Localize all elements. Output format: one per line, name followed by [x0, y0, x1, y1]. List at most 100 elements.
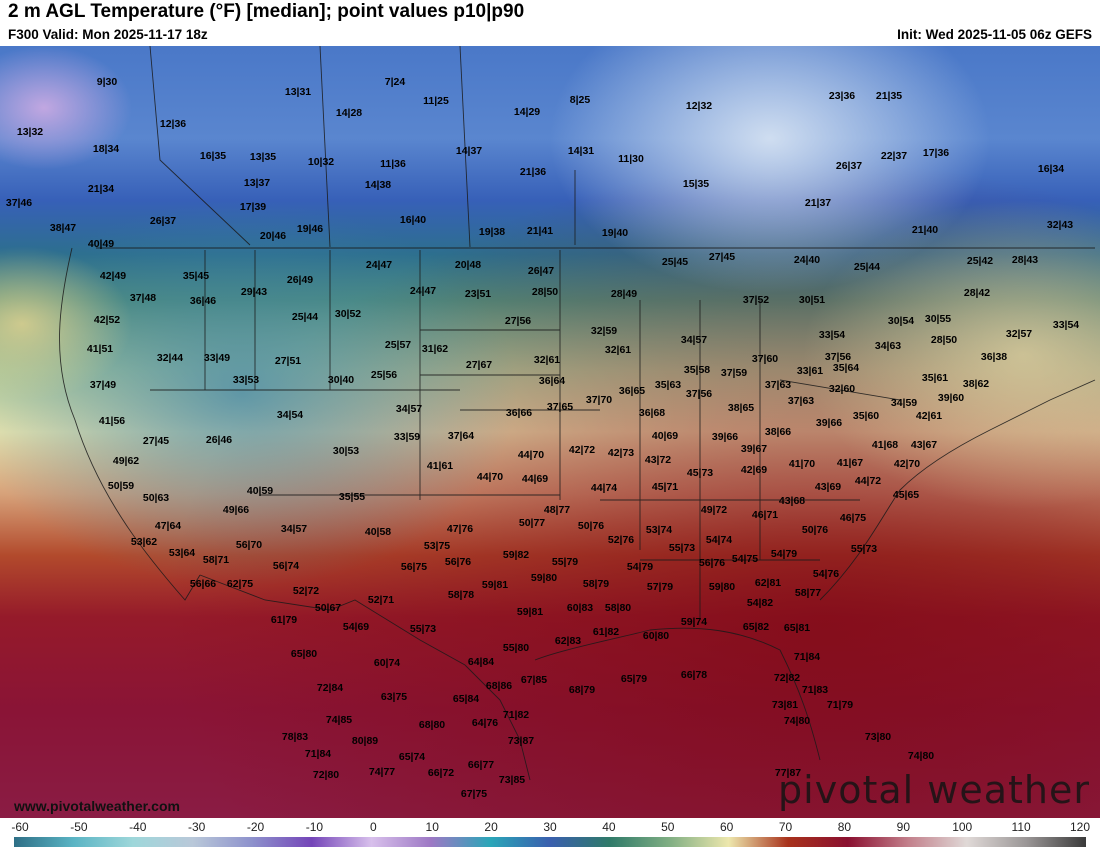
point-value: 17|36: [922, 146, 950, 159]
point-value: 74|77: [368, 765, 396, 778]
point-value: 35|55: [338, 490, 366, 503]
point-value: 56|66: [189, 577, 217, 590]
point-value: 41|68: [871, 438, 899, 451]
point-value: 37|49: [89, 378, 117, 391]
point-value: 20|48: [454, 258, 482, 271]
point-value: 37|52: [742, 293, 770, 306]
point-value: 27|51: [274, 354, 302, 367]
point-value: 35|64: [832, 361, 860, 374]
point-value: 65|81: [783, 621, 811, 634]
point-value: 19|40: [601, 226, 629, 239]
point-value: 13|31: [284, 85, 312, 98]
colorbar: -60 -50 -40 -30 -20 -10 0 10 20 30 40 50 60 70 80 90 100…: [0, 818, 1100, 850]
point-value: 24|47: [409, 284, 437, 297]
point-value: 32|59: [590, 324, 618, 337]
point-value: 35|61: [921, 371, 949, 384]
point-value: 26|37: [149, 214, 177, 227]
point-value: 68|86: [485, 679, 513, 692]
point-value: 40|59: [246, 484, 274, 497]
point-value: 40|69: [651, 429, 679, 442]
point-value: 32|60: [828, 382, 856, 395]
point-value: 56|75: [400, 560, 428, 573]
point-value: 36|68: [638, 406, 666, 419]
point-value: 43|68: [778, 494, 806, 507]
point-value: 73|81: [771, 698, 799, 711]
website-label: www.pivotalweather.com: [14, 798, 180, 814]
point-value: 68|79: [568, 683, 596, 696]
point-value: 42|49: [99, 269, 127, 282]
point-value: 21|41: [526, 224, 554, 237]
point-value: 28|42: [963, 286, 991, 299]
point-value: 34|57: [680, 333, 708, 346]
colorbar-tick: 0: [369, 820, 377, 834]
point-value: 43|67: [910, 438, 938, 451]
point-value: 66|77: [467, 758, 495, 771]
point-value: 13|37: [243, 176, 271, 189]
point-value: 35|58: [683, 363, 711, 376]
point-value: 42|52: [93, 313, 121, 326]
point-value: 54|76: [812, 567, 840, 580]
point-value: 65|84: [452, 692, 480, 705]
point-value: 37|48: [129, 291, 157, 304]
colorbar-tick: 120: [1069, 820, 1091, 834]
point-value: 49|72: [700, 503, 728, 516]
point-value: 47|76: [446, 522, 474, 535]
colorbar-tick: 10: [425, 820, 439, 834]
point-value: 56|70: [235, 538, 263, 551]
point-value: 11|36: [380, 157, 406, 170]
point-value: 35|45: [182, 269, 210, 282]
point-value: 32|44: [156, 351, 184, 364]
point-value: 25|42: [966, 254, 994, 267]
point-value: 77|87: [774, 766, 802, 779]
point-value: 50|77: [518, 516, 546, 529]
valid-time: F300 Valid: Mon 2025-11-17 18z: [8, 27, 208, 42]
point-value: 37|63: [787, 394, 815, 407]
point-value: 37|65: [546, 400, 574, 413]
point-value: 39|66: [711, 430, 739, 443]
point-value: 25|56: [370, 368, 398, 381]
point-value: 22|37: [880, 149, 908, 162]
point-value: 24|47: [365, 258, 393, 271]
point-value: 38|47: [49, 221, 77, 234]
point-value: 60|83: [566, 601, 594, 614]
point-value: 13|35: [249, 150, 277, 163]
point-value: 58|80: [604, 601, 632, 614]
point-value: 27|56: [504, 314, 532, 327]
point-value: 37|46: [5, 196, 33, 209]
point-value: 33|53: [232, 373, 260, 386]
point-value: 11|25: [423, 94, 449, 107]
point-value: 50|67: [314, 601, 342, 614]
point-value: 65|82: [742, 620, 770, 633]
point-value: 50|63: [142, 491, 170, 504]
point-value: 62|83: [554, 634, 582, 647]
point-value: 18|34: [92, 142, 120, 155]
colorbar-tick: 110: [1011, 820, 1031, 834]
point-value: 52|72: [292, 584, 320, 597]
point-value: 19|38: [478, 225, 506, 238]
point-value: 15|35: [682, 177, 710, 190]
point-value: 74|80: [907, 749, 935, 762]
borders: [59, 46, 1096, 781]
point-value: 66|72: [427, 766, 455, 779]
point-value: 28|50: [930, 333, 958, 346]
point-value: 57|79: [646, 580, 674, 593]
point-value: 30|51: [798, 293, 826, 306]
point-value: 64|76: [471, 716, 499, 729]
point-value: 25|45: [661, 255, 689, 268]
point-value: 37|63: [764, 378, 792, 391]
point-value: 54|74: [705, 533, 733, 546]
point-value: 37|56: [685, 387, 713, 400]
point-value: 54|82: [746, 596, 774, 609]
point-value: 26|49: [286, 273, 314, 286]
point-value: 14|38: [364, 178, 392, 191]
point-value: 60|80: [642, 629, 670, 642]
point-value: 26|37: [835, 159, 863, 172]
point-value: 33|61: [796, 364, 824, 377]
point-value: 30|40: [327, 373, 355, 386]
point-value: 44|69: [521, 472, 549, 485]
point-value: 36|46: [189, 294, 217, 307]
point-value: 25|57: [384, 338, 412, 351]
point-value: 80|89: [351, 734, 379, 747]
point-value: 58|77: [794, 586, 822, 599]
colorbar-tick: -10: [305, 820, 324, 834]
